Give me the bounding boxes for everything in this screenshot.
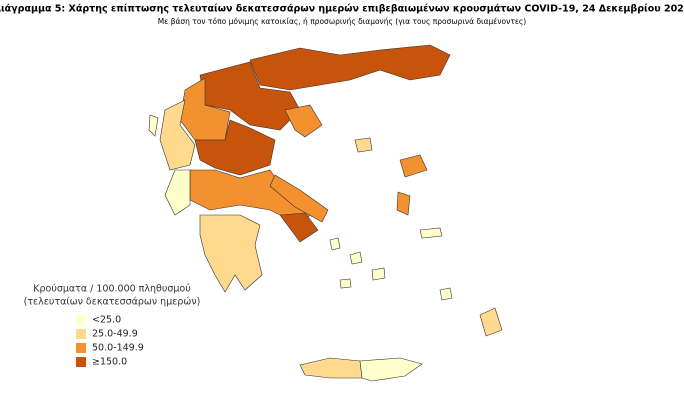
legend-title: Κρούσματα / 100.000 πληθυσμού	[33, 284, 190, 295]
region	[439, 287, 453, 301]
region	[479, 307, 503, 337]
legend-swatch	[76, 315, 86, 325]
region	[339, 278, 352, 289]
region	[354, 137, 373, 153]
region	[159, 99, 196, 171]
region	[399, 154, 428, 178]
region	[329, 237, 341, 251]
legend-title: (τελευταίων δεκατεσσάρων ημερών)	[24, 297, 201, 308]
legend-label: <25.0	[92, 315, 121, 326]
region	[349, 251, 363, 265]
legend-label: ≥150.0	[92, 357, 127, 368]
legend: <25.0 25.0-49.9 50.0-149.9 ≥150.0	[76, 315, 144, 368]
legend-label: 50.0-149.9	[92, 343, 144, 354]
region	[279, 212, 319, 243]
legend-swatch	[76, 343, 86, 353]
region	[148, 114, 159, 137]
subtitle: Με βάση τον τόπο μόνιμης κατοικίας, ή πρ…	[158, 17, 527, 26]
map	[148, 44, 503, 382]
region	[179, 77, 231, 141]
region	[419, 227, 443, 239]
region	[199, 214, 263, 293]
legend-label: 25.0-49.9	[92, 329, 138, 340]
legend-swatch	[76, 357, 86, 367]
region	[269, 174, 329, 223]
region	[396, 191, 411, 216]
region	[359, 357, 423, 382]
legend-swatch	[76, 329, 86, 339]
title: Διάγραμμα 5: Χάρτης επίπτωσης τελευταίων…	[0, 4, 684, 15]
region	[371, 267, 386, 281]
region	[194, 119, 276, 176]
region	[249, 44, 451, 91]
region	[299, 357, 363, 379]
region	[164, 169, 191, 216]
region	[284, 104, 323, 138]
